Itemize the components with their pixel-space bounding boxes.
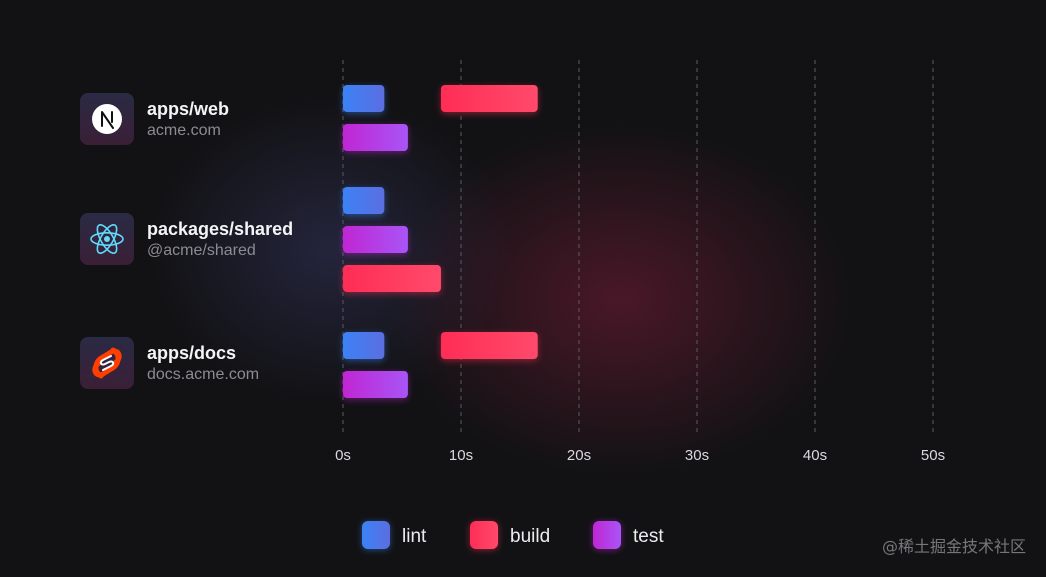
legend-item-lint: lint [362, 521, 427, 550]
bar-lint [343, 332, 385, 361]
project-row: apps/docs docs.acme.com [80, 337, 259, 389]
bar-lint-fill [343, 332, 385, 359]
legend-swatch [593, 521, 621, 549]
react-icon [90, 224, 124, 254]
bar-build-fill [440, 85, 538, 112]
grid-lines [342, 60, 934, 432]
project-subtitle: docs.acme.com [147, 366, 259, 383]
project-rows: apps/web acme.com packages/shared @acme/sha… [80, 93, 293, 389]
bar-test-fill [343, 371, 408, 398]
bar-test-fill [343, 124, 408, 151]
x-tick-label: 40s [803, 447, 827, 464]
x-tick-label: 10s [449, 447, 473, 464]
bar-build [440, 85, 538, 114]
bar-lint-fill [343, 187, 385, 214]
task-bars [343, 85, 538, 400]
bar-test [343, 371, 408, 400]
x-tick-label: 50s [921, 447, 945, 464]
bar-test [343, 124, 408, 153]
project-name: packages/shared [147, 219, 293, 239]
legend-label: build [510, 526, 550, 547]
bar-build [343, 265, 441, 294]
project-row: apps/web acme.com [80, 93, 229, 145]
bar-lint [343, 187, 385, 216]
bar-build-fill [440, 332, 538, 359]
legend: lint build test [362, 521, 664, 550]
bar-test [343, 226, 408, 255]
bar-test-fill [343, 226, 408, 253]
project-row: packages/shared @acme/shared [80, 213, 293, 265]
project-name: apps/web [147, 99, 229, 119]
legend-swatch [470, 521, 498, 549]
legend-swatch [362, 521, 390, 549]
project-name: apps/docs [147, 343, 236, 363]
bar-build-fill [343, 265, 441, 292]
nextjs-icon [92, 104, 122, 134]
x-tick-label: 20s [567, 447, 591, 464]
bar-lint [343, 85, 385, 114]
watermark: @稀土掘金技术社区 [881, 537, 1026, 556]
project-subtitle: acme.com [147, 122, 221, 139]
legend-label: lint [402, 526, 427, 547]
bar-build [440, 332, 538, 361]
bar-lint-fill [343, 85, 385, 112]
project-subtitle: @acme/shared [147, 242, 256, 259]
svelte-icon [92, 347, 122, 379]
x-axis-ticks: 0s 10s 20s 30s 40s 50s [335, 447, 945, 464]
x-tick-label: 0s [335, 447, 351, 464]
legend-item-test: test [593, 521, 664, 550]
legend-item-build: build [470, 521, 550, 550]
legend-label: test [633, 526, 664, 547]
x-tick-label: 30s [685, 447, 709, 464]
